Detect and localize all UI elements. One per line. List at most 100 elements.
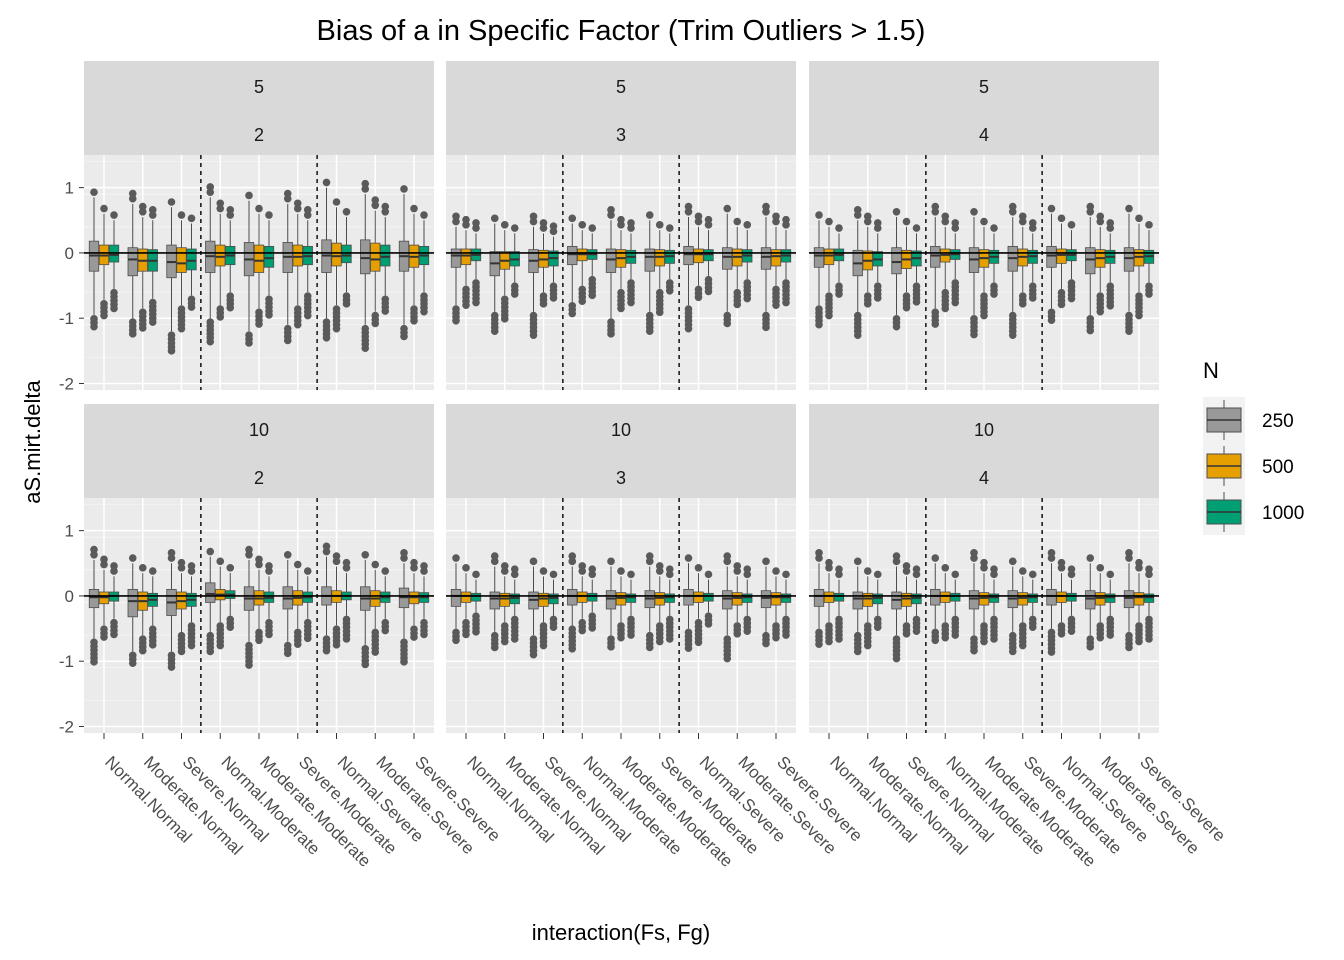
outlier-point <box>539 219 548 227</box>
outlier-point <box>772 217 780 226</box>
outlier-point <box>733 567 742 575</box>
box-body <box>930 245 941 268</box>
outlier-point <box>588 565 597 573</box>
box-250 <box>968 207 980 339</box>
x-axis-label: interaction(Fs, Fg) <box>532 920 711 945</box>
box-500 <box>862 212 873 308</box>
outlier-point <box>627 631 635 639</box>
box-body <box>940 591 951 603</box>
outlier-point <box>951 298 960 307</box>
chart-title: Bias of a in Specific Factor (Trim Outli… <box>317 15 926 47</box>
box-1000 <box>988 224 1000 298</box>
outlier-point <box>655 308 664 317</box>
outlier-point <box>420 211 428 219</box>
box-body <box>760 247 772 270</box>
box-1000 <box>625 570 637 639</box>
outlier-point <box>167 347 176 355</box>
outlier-point <box>510 224 519 232</box>
box-body <box>499 592 510 607</box>
outlier-point <box>825 217 833 226</box>
outlier-point <box>607 330 615 338</box>
box-1000 <box>302 567 313 643</box>
outlier-point <box>303 567 312 575</box>
outlier-point <box>762 202 770 211</box>
box-1000 <box>470 570 482 636</box>
outlier-point <box>1135 637 1143 646</box>
outlier-point <box>1086 202 1095 211</box>
outlier-point <box>772 212 780 221</box>
outlier-point <box>128 554 137 562</box>
outlier-point <box>452 317 460 325</box>
box-500 <box>1017 212 1028 308</box>
outlier-point <box>529 557 538 566</box>
outlier-point <box>490 214 499 223</box>
box-body <box>205 582 216 603</box>
box-body <box>253 244 265 273</box>
box-250 <box>567 552 578 653</box>
outlier-point <box>462 221 470 229</box>
outlier-point <box>863 641 872 650</box>
outlier-point <box>1145 565 1153 573</box>
box-250 <box>683 202 694 333</box>
outlier-point <box>1008 557 1017 566</box>
outlier-point <box>1135 311 1143 320</box>
outlier-point <box>549 227 558 236</box>
facet-label-top: 5 <box>254 77 264 97</box>
outlier-point <box>410 317 418 325</box>
facet-label-bottom: 3 <box>616 125 626 145</box>
outlier-point <box>733 217 742 226</box>
outlier-point <box>617 221 625 229</box>
outlier-point <box>568 557 577 566</box>
box-250 <box>282 550 293 658</box>
box-body <box>693 248 704 264</box>
box-body <box>901 592 912 607</box>
outlier-point <box>627 219 635 227</box>
outlier-point <box>684 554 693 562</box>
box-500 <box>615 567 627 642</box>
outlier-point <box>500 637 509 646</box>
box-250 <box>398 185 410 341</box>
box-500 <box>331 198 342 333</box>
outlier-point <box>873 294 882 302</box>
box-250 <box>450 212 462 325</box>
outlier-point <box>216 204 225 213</box>
outlier-point <box>873 219 882 227</box>
facet-label-top: 10 <box>611 420 631 440</box>
outlier-point <box>902 217 911 226</box>
outlier-point <box>490 552 499 560</box>
outlier-point <box>452 217 460 226</box>
outlier-point <box>617 633 625 642</box>
box-1000 <box>742 565 753 635</box>
box-250 <box>282 189 293 345</box>
outlier-point <box>1057 629 1066 638</box>
outlier-point <box>617 567 625 575</box>
outlier-point <box>216 313 225 321</box>
legend: N 250 500 1000 <box>1203 358 1304 535</box>
outlier-point <box>684 644 693 652</box>
outlier-point <box>782 221 790 229</box>
outlier-point <box>1018 217 1027 226</box>
outlier-point <box>990 565 998 573</box>
outlier-point <box>825 558 833 567</box>
outlier-point <box>420 307 428 316</box>
outlier-point <box>529 217 538 226</box>
outlier-point <box>723 552 732 560</box>
y-axis-label: aS.mirt.delta <box>20 379 45 503</box>
outlier-point <box>704 215 713 224</box>
box-250 <box>398 549 410 666</box>
box-250 <box>605 206 617 338</box>
facet-strip <box>84 404 434 498</box>
box-500 <box>98 555 110 641</box>
outlier-point <box>452 554 460 562</box>
box-500 <box>370 196 381 328</box>
box-body <box>460 248 472 266</box>
outlier-point <box>980 311 988 320</box>
box-500 <box>577 221 588 306</box>
outlier-point <box>853 647 862 656</box>
box-1000 <box>664 224 675 295</box>
outlier-point <box>1135 564 1143 572</box>
outlier-point <box>462 301 470 309</box>
outlier-point <box>410 633 418 641</box>
box-500 <box>693 564 704 647</box>
outlier-point <box>293 640 302 649</box>
